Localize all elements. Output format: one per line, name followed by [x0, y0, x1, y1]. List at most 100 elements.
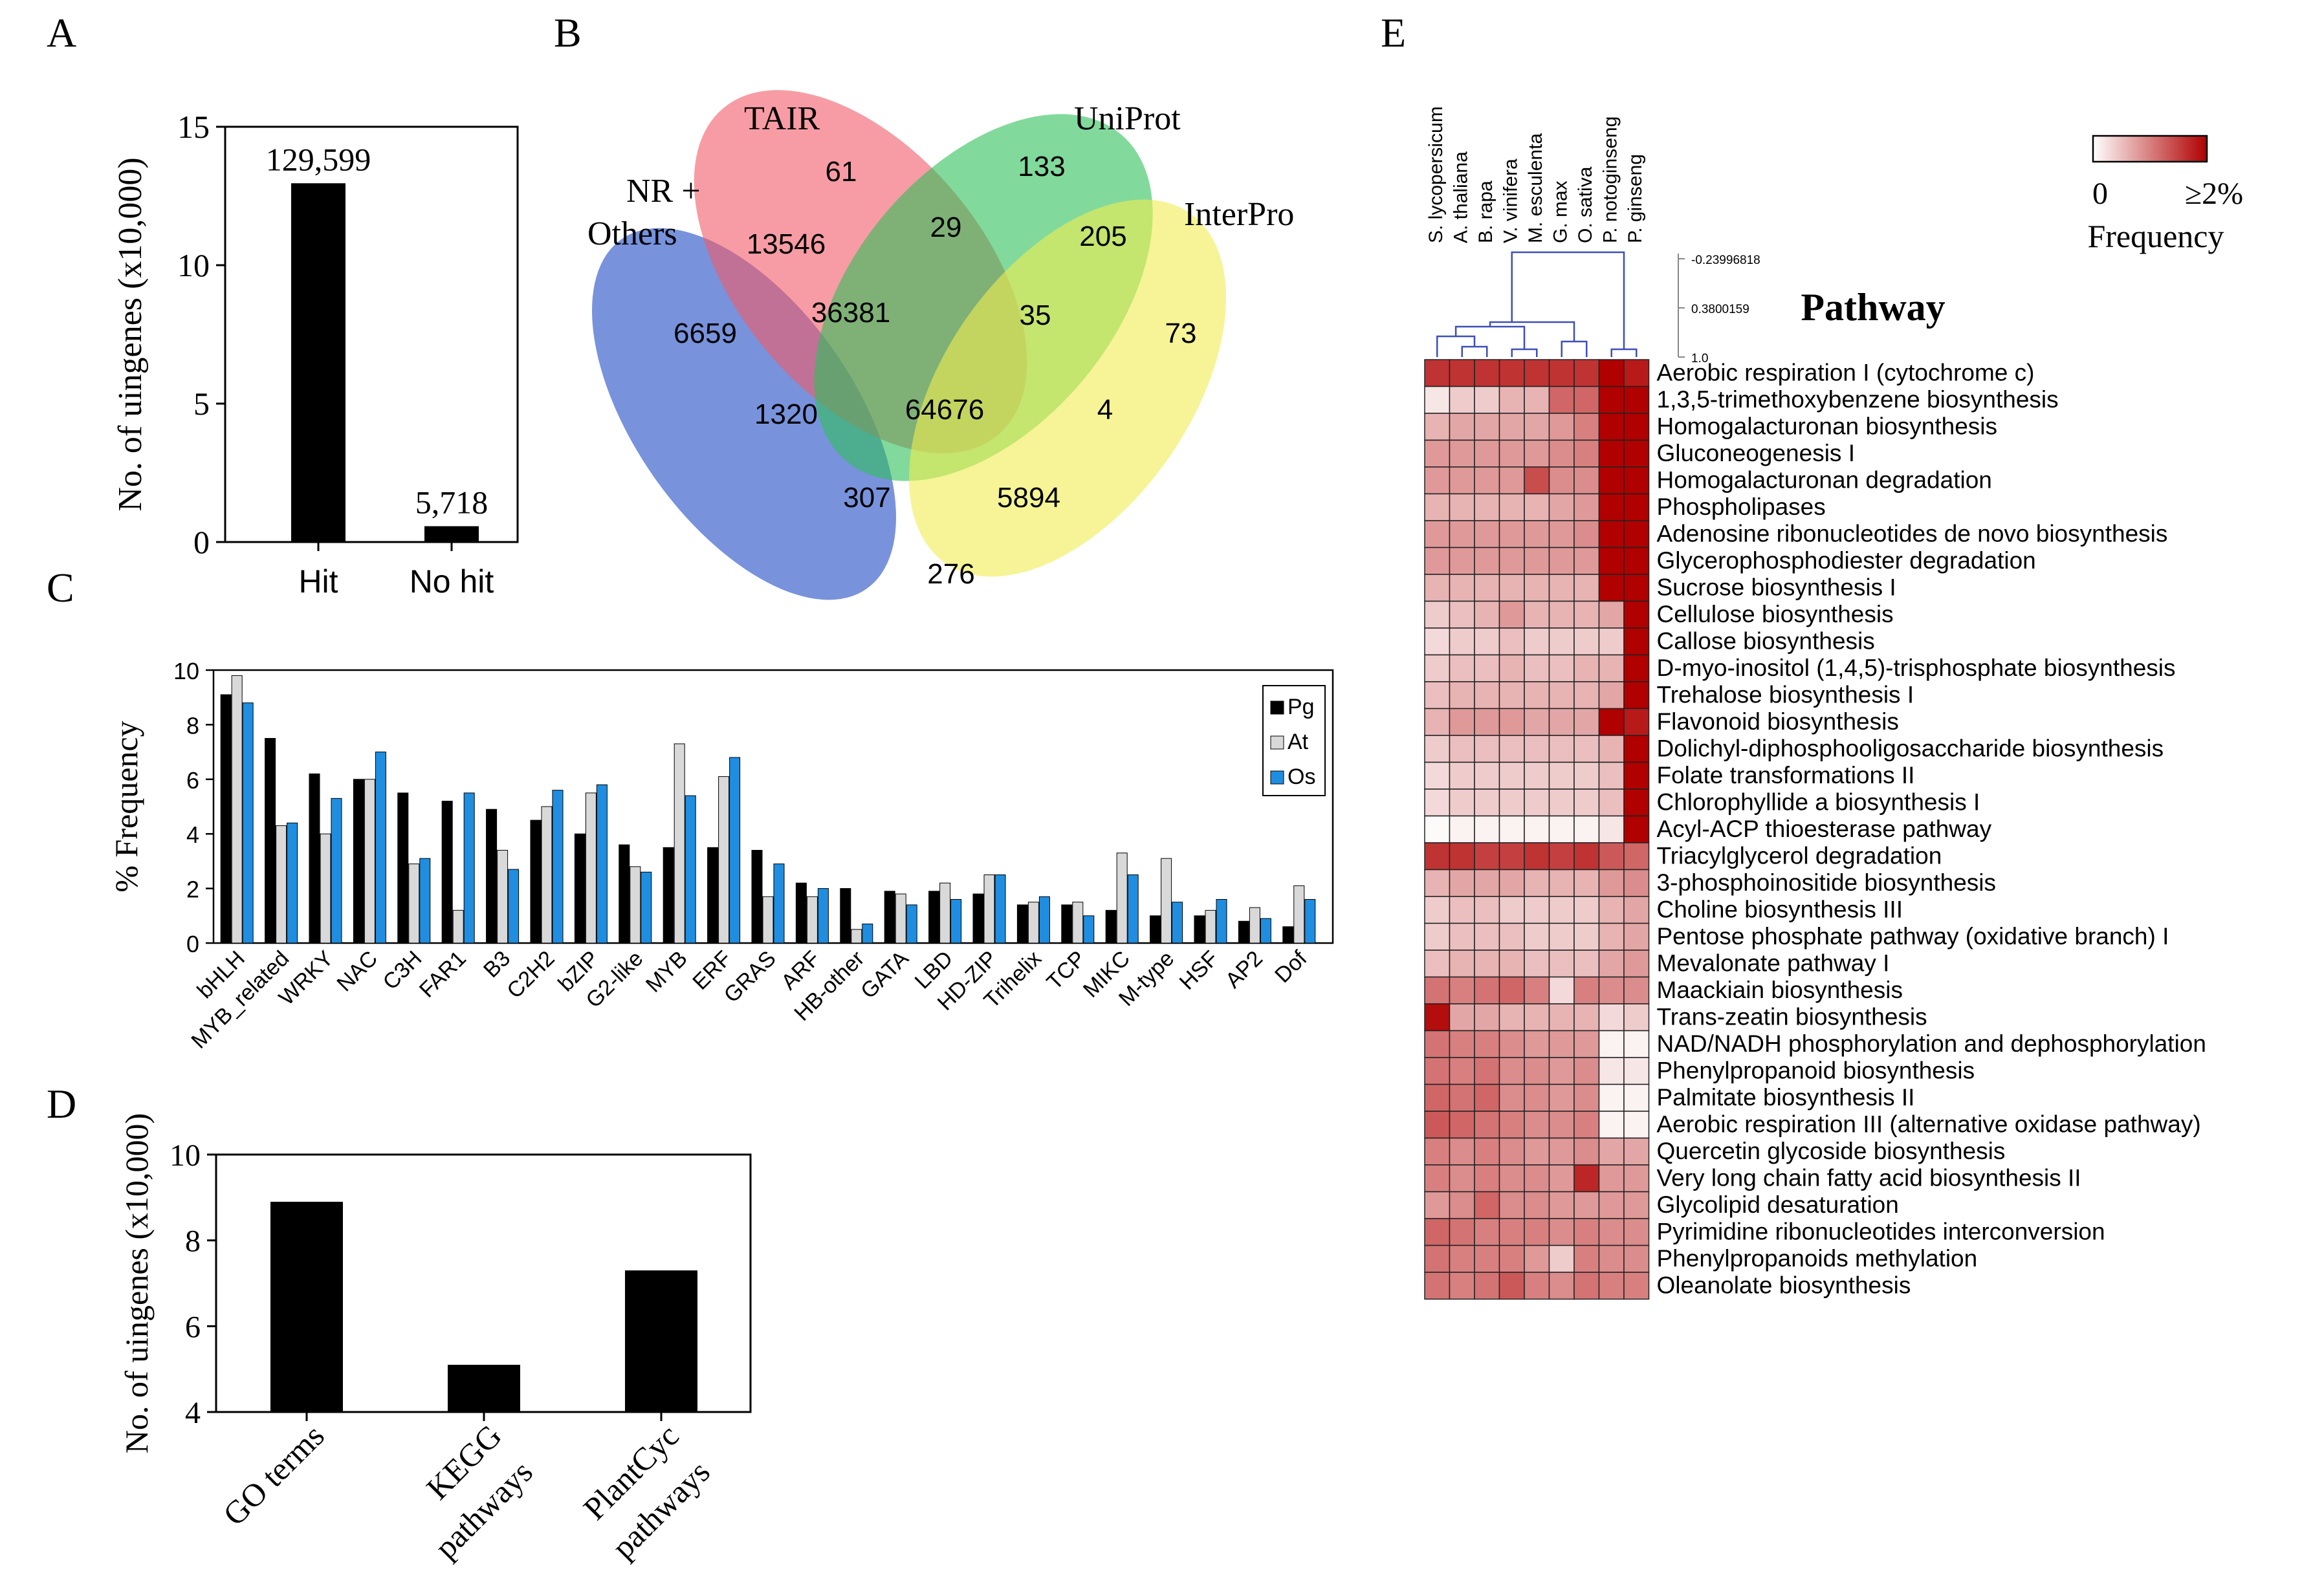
heatmap-cell [1474, 627, 1500, 656]
venn-region-count: 4 [1097, 394, 1113, 426]
heatmap-cell [1498, 1272, 1525, 1300]
heatmap-cell [1474, 1244, 1500, 1273]
heatmap-title: Pathway [1801, 286, 1945, 329]
heatmap-cell [1474, 1164, 1500, 1193]
heatmap-cell [1548, 574, 1575, 602]
heatmap-cell [1474, 761, 1500, 790]
heatmap-cell [1548, 1137, 1575, 1166]
heatmap-cell [1573, 520, 1600, 549]
heatmap-cell [1598, 735, 1625, 763]
heatmap-cell [1524, 1057, 1550, 1085]
venn-region-count: 276 [927, 558, 974, 590]
venn-region-count: 6659 [674, 318, 737, 349]
heatmap-cell [1449, 413, 1475, 441]
heatmap-row-label: Aerobic respiration III (alternative oxi… [1657, 1111, 2201, 1137]
heatmap-cell [1573, 869, 1600, 897]
heatmap-cell [1548, 681, 1575, 710]
heatmap-cell [1449, 1083, 1475, 1112]
heatmap-cell [1474, 1191, 1500, 1219]
bar [1293, 885, 1305, 944]
panel-label-a: A [47, 10, 76, 56]
heatmap-cell [1548, 1057, 1575, 1085]
venn-region-count: 13546 [747, 228, 826, 260]
x-tick-label: HSF [1175, 946, 1223, 995]
bar [353, 779, 364, 944]
heatmap-cell [1548, 1003, 1575, 1032]
heatmap-cell [1474, 1003, 1500, 1032]
heatmap-cell [1424, 574, 1451, 602]
heatmap-cell [1598, 681, 1625, 710]
bar [541, 806, 553, 944]
bar [309, 773, 320, 944]
heatmap-column-label: O. sativa [1575, 166, 1596, 243]
heatmap-cell [1548, 413, 1575, 441]
heatmap-cell [1498, 842, 1525, 871]
heatmap-cell [1623, 493, 1650, 521]
heatmap-cell [1573, 359, 1600, 387]
bar [486, 809, 498, 944]
heatmap-cell [1573, 1137, 1600, 1166]
heatmap-cell [1573, 413, 1600, 441]
venn-label-uniprot: UniProt [1074, 100, 1181, 137]
heatmap-cell [1598, 922, 1625, 951]
y-tick-label: 4 [185, 1396, 201, 1430]
panel-label-c: C [47, 565, 74, 611]
heatmap-cell [1623, 627, 1650, 656]
legend-label: Os [1288, 765, 1315, 789]
bar-data-label: 129,599 [266, 141, 371, 177]
heatmap-cell [1598, 439, 1625, 468]
venn-set-interpro [908, 199, 1227, 577]
x-tick-label: MYB [641, 946, 692, 997]
y-tick-label: 10 [170, 1138, 201, 1173]
bar [497, 850, 509, 944]
heatmap-cell [1498, 654, 1525, 682]
heatmap-row-label: Flavonoid biosynthesis [1657, 708, 1899, 735]
heatmap-cell [1498, 413, 1525, 441]
heatmap-cell [1424, 976, 1451, 1005]
venn-region-count: 133 [1018, 151, 1065, 182]
heatmap-row-label: Very long chain fatty acid biosynthesis … [1657, 1164, 2081, 1191]
heatmap-cell [1573, 466, 1600, 495]
heatmap-cell [1548, 735, 1575, 763]
heatmap-cell [1623, 1164, 1650, 1193]
y-tick-label: 6 [185, 1310, 201, 1344]
bar [1016, 904, 1028, 944]
heatmap-row-label: Homogalacturonan degradation [1657, 466, 1992, 493]
bar [663, 847, 674, 944]
heatmap-cell [1548, 1191, 1575, 1219]
heatmap-cell [1548, 359, 1575, 387]
heatmap-cell [1623, 466, 1650, 495]
heatmap-cell [1474, 922, 1500, 951]
bar [242, 702, 254, 944]
heatmap-row-label: Chlorophyllide a biosynthesis I [1657, 788, 1980, 815]
x-tick-label: FAR1 [415, 946, 471, 1003]
colorbar-title: Frequency [2087, 218, 2224, 254]
bar [895, 893, 906, 944]
heatmap-cell [1424, 654, 1451, 682]
heatmap-row-label: Aerobic respiration I (cytochrome c) [1657, 359, 2035, 386]
heatmap-cell [1623, 708, 1650, 736]
heatmap-cell [1424, 735, 1451, 763]
heatmap-cell [1573, 1218, 1600, 1246]
legend-swatch [1270, 770, 1284, 785]
bar [1083, 915, 1095, 944]
heatmap-cell [1424, 439, 1451, 468]
heatmap-cell [1548, 493, 1575, 521]
heatmap-cell [1474, 1137, 1500, 1166]
heatmap-cell [1623, 1137, 1650, 1166]
heatmap-cell [1598, 842, 1625, 871]
bar [1260, 918, 1271, 944]
heatmap-cell [1598, 574, 1625, 602]
heatmap-cell [1424, 493, 1451, 521]
bar [1116, 853, 1128, 944]
heatmap-cell [1573, 788, 1600, 817]
bar [972, 893, 984, 944]
heatmap-cell [1623, 842, 1650, 871]
legend-swatch [1270, 701, 1284, 715]
heatmap-cell [1424, 1003, 1451, 1032]
heatmap-cell [1449, 1164, 1475, 1193]
heatmap-cell [1573, 681, 1600, 710]
bar [1205, 909, 1216, 944]
heatmap-cell [1573, 1191, 1600, 1219]
heatmap-cell [1548, 896, 1575, 924]
